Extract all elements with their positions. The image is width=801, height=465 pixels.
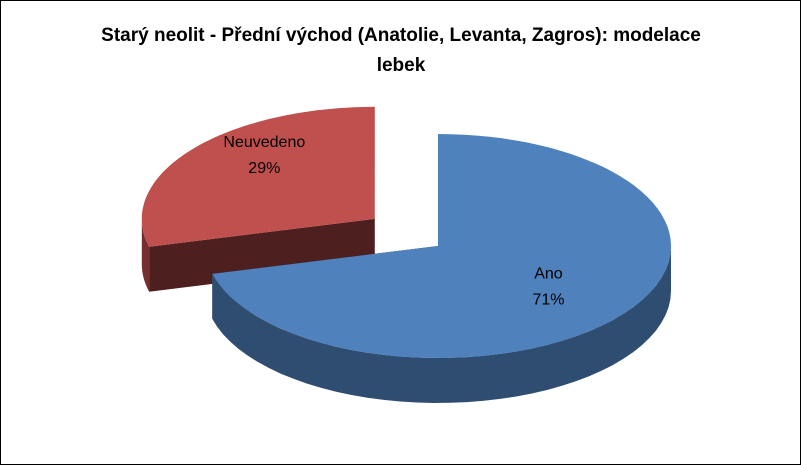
chart-title: Starý neolit - Přední východ (Anatolie, … (101, 25, 701, 76)
slice (141, 106, 375, 247)
slice-category-label: Ano (534, 265, 563, 282)
slice (212, 134, 672, 358)
slice-side (212, 246, 672, 403)
slice-side (141, 218, 150, 292)
slice-wall (149, 218, 375, 292)
slice-category-label: Neuvedeno (223, 134, 305, 151)
slice-value-label: 29% (248, 160, 280, 177)
slice-value-label: 71% (532, 291, 564, 308)
